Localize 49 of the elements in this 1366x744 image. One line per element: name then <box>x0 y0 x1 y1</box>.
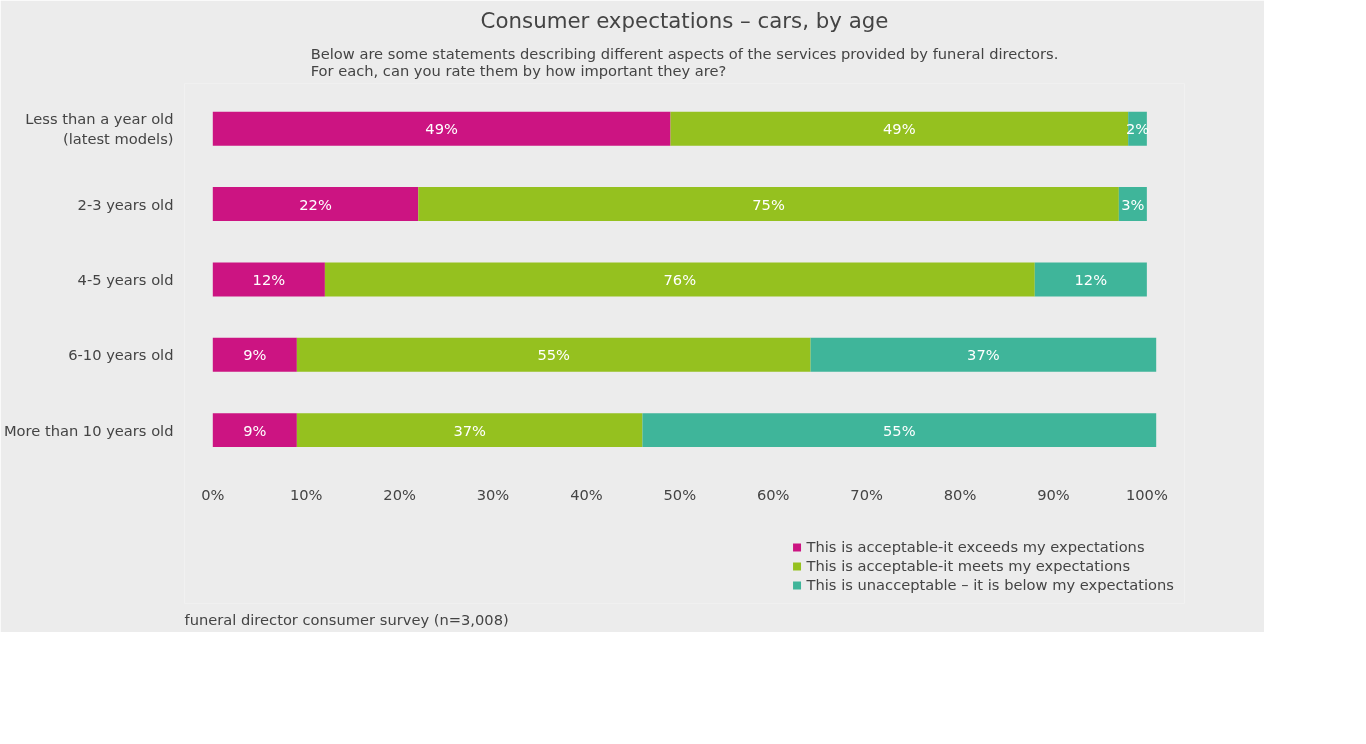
data-label: 22% <box>299 195 332 213</box>
data-label: 55% <box>537 346 571 364</box>
x-tick-label: 100% <box>1125 486 1168 504</box>
data-label: 75% <box>752 195 785 213</box>
x-tick-label: 30% <box>476 486 510 504</box>
bar <box>670 111 1129 146</box>
bar <box>1034 262 1147 297</box>
bar <box>212 111 671 146</box>
chart-subtitle: Below are some statements describing different aspects of the services provided by funeral directors. For each, can you rate them by how important they are? <box>310 44 1059 79</box>
x-tick-label: 50% <box>663 486 697 504</box>
x-tick-label: 70% <box>850 486 883 504</box>
data-label: 55% <box>883 421 916 439</box>
x-tick-label: 60% <box>756 486 790 504</box>
text: funeral director consumer survey (n=3,008) <box>184 610 509 628</box>
bar <box>212 337 297 372</box>
data-label: 12% <box>252 270 286 288</box>
bar <box>810 337 1157 372</box>
data-label: 9% <box>243 346 267 364</box>
y-tick-label: Less than a year old (latest models) <box>25 110 174 148</box>
data-label: 9% <box>243 421 267 439</box>
bar <box>212 413 297 448</box>
bar <box>642 413 1157 448</box>
x-tick-label: 20% <box>383 486 416 504</box>
x-tick-label: 90% <box>1037 486 1070 504</box>
bar <box>296 337 811 372</box>
data-label: 76% <box>663 270 697 288</box>
data-label: 37% <box>967 346 1000 364</box>
legend-label: This is acceptable-it exceeds my expectations <box>806 538 1145 555</box>
y-tick-label: 2-3 years old <box>77 195 174 213</box>
x-tick-label: 0% <box>201 486 225 504</box>
y-tick-label: More than 10 years old <box>3 421 174 439</box>
legend-label: This is unacceptable – it is below my expectations <box>806 576 1174 593</box>
x-tick-label: 10% <box>289 486 323 504</box>
bar <box>296 413 643 448</box>
bar <box>324 262 1035 297</box>
bar <box>212 187 419 222</box>
data-label: 49% <box>425 120 459 138</box>
bar <box>212 262 325 297</box>
bar <box>418 187 1119 222</box>
x-tick-label: 40% <box>570 486 603 504</box>
data-label: 3% <box>1121 195 1145 213</box>
legend-label: This is acceptable-it meets my expectations <box>806 557 1131 574</box>
data-label: 49% <box>883 120 916 138</box>
data-label: 37% <box>453 421 487 439</box>
y-tick-label: 4-5 years old <box>77 270 174 288</box>
x-tick-label: 80% <box>943 486 977 504</box>
y-tick-label: 6-10 years old <box>68 346 174 364</box>
chart-title: Consumer expectations – cars, by age <box>480 7 889 33</box>
data-label: 12% <box>1074 270 1108 288</box>
